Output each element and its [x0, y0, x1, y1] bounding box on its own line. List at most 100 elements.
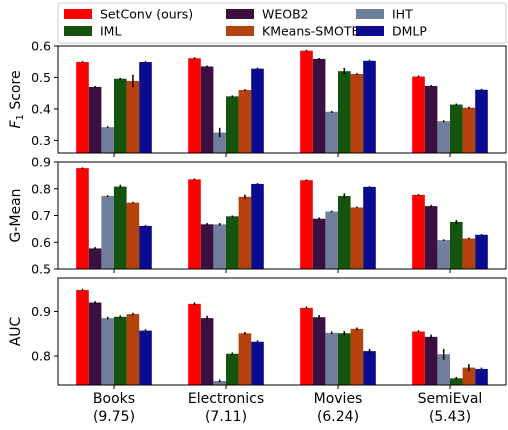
bar — [475, 234, 488, 269]
bar — [238, 196, 252, 269]
bar — [437, 240, 450, 269]
legend-label: IML — [100, 24, 121, 39]
bar — [188, 303, 201, 385]
bar — [251, 341, 264, 385]
legend-swatch — [64, 9, 92, 19]
bar — [213, 132, 226, 153]
bar — [312, 317, 326, 385]
bar — [139, 330, 152, 385]
y-tick-label: 0.7 — [31, 208, 51, 223]
bar — [462, 238, 476, 269]
y-axis-label: AUC — [8, 316, 24, 346]
bar — [325, 332, 338, 385]
y-tick-label: 0.9 — [31, 304, 51, 319]
x-category-value: (7.11) — [205, 409, 247, 425]
legend-label: SetConv (ours) — [100, 7, 193, 22]
bar — [126, 202, 140, 269]
bar — [88, 86, 102, 153]
bar — [312, 58, 326, 153]
bar — [88, 248, 102, 269]
bar — [76, 62, 89, 153]
bar — [338, 333, 351, 385]
bar — [238, 90, 252, 153]
bar — [450, 378, 463, 385]
bar — [300, 180, 313, 269]
y-tick-label: 0.6 — [31, 235, 51, 250]
legend-swatch — [356, 9, 384, 19]
bar — [350, 74, 364, 153]
bar — [338, 71, 351, 153]
bar — [350, 207, 364, 269]
x-axis-category-labels: Books (9.75) Electronics (7.11) Movies (6.24)… — [93, 391, 482, 425]
x-category-label: Books — [93, 391, 135, 407]
bar — [424, 85, 438, 153]
bar — [114, 186, 127, 269]
x-category-value: (9.75) — [93, 409, 135, 425]
bar — [101, 318, 114, 386]
x-category-label: Electronics — [188, 391, 264, 407]
chart-panels: 0.3 0.4 0.5 0.6 F1 Score 0.5 0.6 0.7 0.8 0.9 G-Mea… — [8, 39, 507, 389]
chart-panel-2: 0.5 0.6 0.7 0.8 0.9 G-Mean — [8, 155, 507, 277]
bar — [363, 60, 376, 153]
bar — [300, 50, 313, 153]
bar — [200, 318, 214, 386]
y-tick-label: 0.3 — [31, 133, 51, 148]
axes-frame — [57, 45, 507, 154]
legend-label: WEOB2 — [262, 7, 309, 22]
legend-swatch — [226, 9, 254, 19]
bar — [200, 224, 214, 269]
legend-label: IHT — [392, 7, 413, 22]
bar — [76, 168, 89, 269]
bar — [101, 195, 114, 269]
bar — [126, 80, 140, 153]
chart-panel-1: 0.3 0.4 0.5 0.6 F1 Score — [8, 39, 507, 157]
bar — [139, 225, 152, 269]
legend: SetConv (ours) WEOB2 IHT IML KMeans-SMOTE DML… — [57, 2, 507, 44]
legend-label: KMeans-SMOTE — [262, 24, 359, 39]
legend-label: DMLP — [392, 24, 427, 39]
bar — [300, 307, 313, 385]
bar — [200, 66, 214, 153]
x-category-label: SemiEval — [418, 391, 483, 407]
bar — [139, 62, 152, 153]
bar — [101, 127, 114, 153]
bar — [213, 224, 226, 269]
bar — [114, 316, 127, 385]
y-tick-label: 0.8 — [31, 181, 51, 196]
axes-frame — [57, 277, 507, 386]
y-axis-label: G-Mean — [8, 188, 24, 242]
bar — [226, 96, 239, 153]
bar — [312, 218, 326, 269]
y-tick-label: 0.8 — [31, 349, 51, 364]
chart-panel-3: 0.8 0.9 AUC — [8, 277, 507, 389]
bar — [412, 194, 425, 269]
bar — [213, 380, 226, 385]
bar — [188, 179, 201, 269]
bar — [338, 195, 351, 269]
bar — [251, 68, 264, 153]
bar — [76, 290, 89, 385]
bar — [226, 353, 239, 385]
x-category-value: (6.24) — [317, 409, 359, 425]
legend-swatch — [226, 26, 254, 36]
bar — [412, 76, 425, 153]
bar — [424, 206, 438, 269]
bar — [450, 104, 463, 153]
bar — [475, 368, 488, 385]
y-tick-label: 0.4 — [31, 101, 51, 116]
bar — [437, 121, 450, 153]
y-tick-label: 0.9 — [31, 155, 51, 170]
bar — [238, 333, 252, 385]
bar — [462, 107, 476, 153]
bar — [462, 367, 476, 385]
bar — [350, 328, 364, 385]
y-axis-label: F1 Score — [8, 70, 26, 128]
bar — [437, 354, 450, 385]
bar — [325, 111, 338, 153]
bar — [226, 216, 239, 269]
bar — [475, 89, 488, 153]
y-tick-label: 0.6 — [31, 39, 51, 54]
y-tick-label: 0.5 — [31, 70, 51, 85]
bar — [126, 314, 140, 385]
